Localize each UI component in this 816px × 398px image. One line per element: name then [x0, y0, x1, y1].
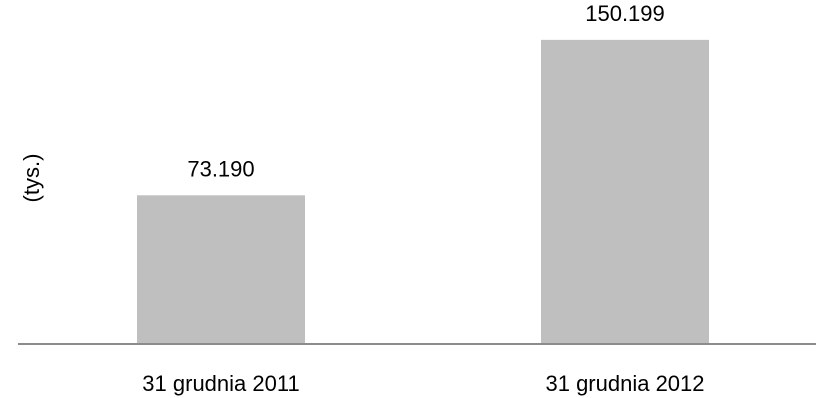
- bars-layer: [137, 39, 709, 344]
- value-label-1: 73.190: [187, 156, 254, 181]
- bar-1: [137, 195, 305, 343]
- x-tick-labels-layer: 31 grudnia 2011 31 grudnia 2012: [142, 371, 704, 396]
- value-labels-layer: 73.190 150.199: [187, 1, 664, 181]
- value-label-2: 150.199: [585, 1, 665, 26]
- bar-2: [541, 39, 709, 344]
- x-tick-label-2: 31 grudnia 2012: [545, 371, 704, 396]
- y-axis-label: (tys.): [19, 154, 44, 203]
- x-tick-label-1: 31 grudnia 2011: [142, 371, 299, 396]
